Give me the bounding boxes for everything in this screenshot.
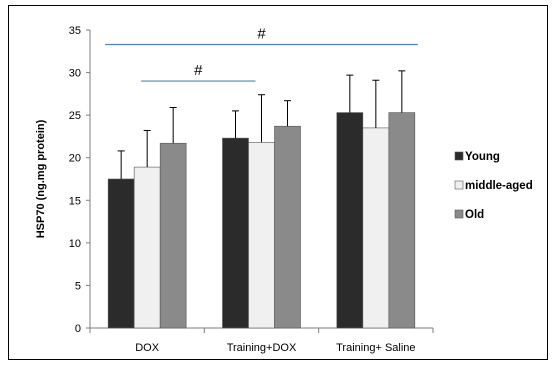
y-tick-label: 30 <box>69 68 81 80</box>
y-tick-label: 5 <box>75 280 81 292</box>
legend-swatch-old <box>454 209 464 219</box>
bar-old <box>388 112 416 329</box>
bar-middle-aged <box>133 166 161 329</box>
y-tick-label: 15 <box>69 195 81 207</box>
bars <box>107 70 416 329</box>
x-tick-label: DOX <box>135 342 160 354</box>
legend: Young middle-aged Old <box>454 151 533 221</box>
bar-middle-aged <box>362 127 390 329</box>
x-tick-label: Training+DOX <box>227 342 297 354</box>
x-tick-label: Training+ Saline <box>336 342 415 354</box>
bar-young <box>336 112 364 329</box>
bar-young <box>107 178 135 329</box>
legend-label: middle-aged <box>465 180 533 192</box>
bar-old <box>159 142 187 329</box>
bar-old <box>274 125 301 329</box>
significance-brackets: ## <box>105 25 418 82</box>
legend-label: Old <box>465 209 484 221</box>
significance-label: # <box>257 25 266 42</box>
y-axis-label: HSP70 (ng.mg protein) <box>35 119 47 238</box>
y-tick-label: 35 <box>69 25 81 37</box>
y-tick-label: 20 <box>69 153 81 165</box>
bar-middle-aged <box>248 142 275 329</box>
y-tick-label: 0 <box>75 323 81 335</box>
bar-young <box>222 137 249 329</box>
legend-label: Young <box>465 151 500 163</box>
y-tick-label: 10 <box>69 238 81 250</box>
legend-swatch-young <box>454 151 464 161</box>
legend-swatch-middle-aged <box>454 180 464 190</box>
y-tick-label: 25 <box>69 110 81 122</box>
significance-label: # <box>194 62 203 79</box>
